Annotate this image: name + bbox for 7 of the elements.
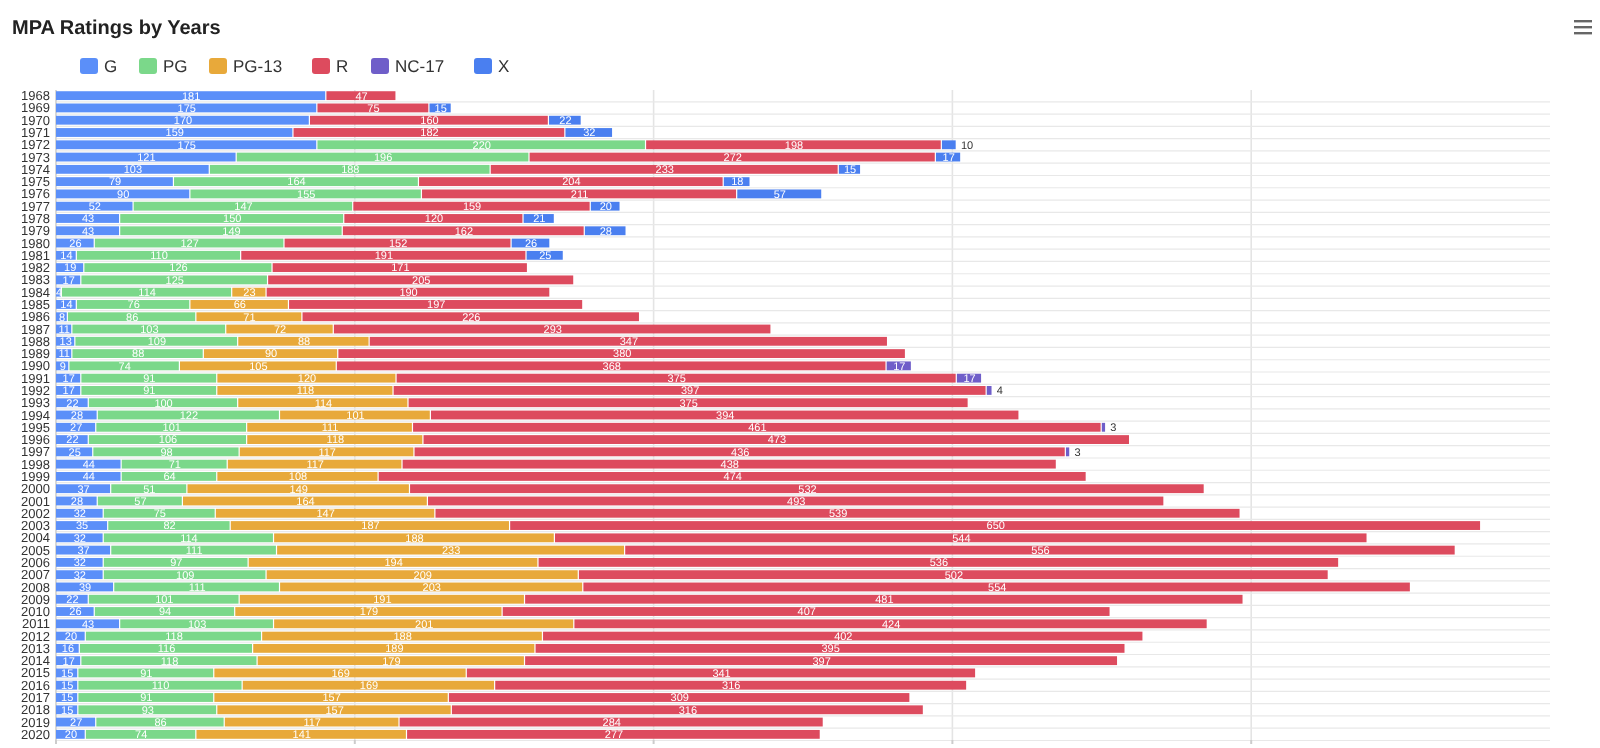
legend-label: NC-17 (395, 56, 445, 76)
legend-label: R (336, 56, 349, 76)
chart-title: MPA Ratings by Years (12, 18, 222, 40)
legend-label: PG (163, 56, 188, 76)
legend-label: G (104, 56, 118, 76)
legend-label: PG-13 (233, 56, 283, 76)
legend-label: X (498, 56, 510, 76)
